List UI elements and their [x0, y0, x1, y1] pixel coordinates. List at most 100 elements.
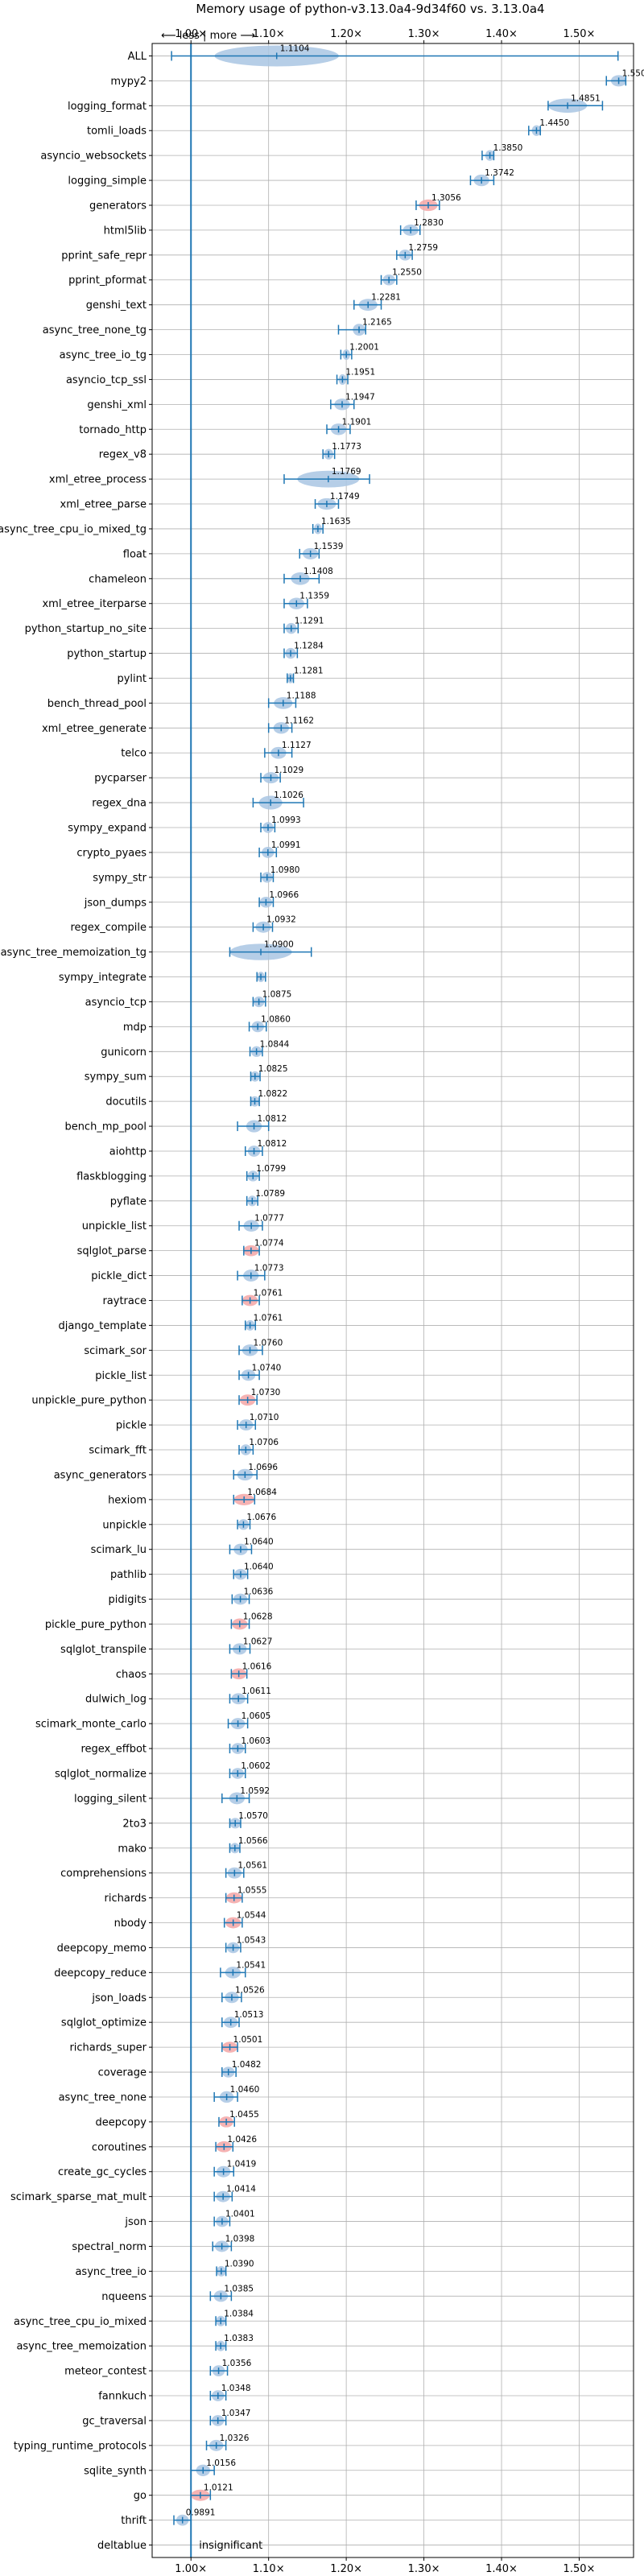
benchmark-label: chaos: [116, 1669, 147, 1681]
benchmark-label: asyncio_websockets: [40, 151, 147, 163]
value-label: 1.0991: [271, 840, 301, 850]
benchmark-label: asyncio_tcp: [85, 997, 147, 1009]
x-tick-label-bottom: 1.10×: [253, 2563, 285, 2575]
value-label: 1.0760: [254, 1338, 283, 1348]
value-label: 1.0611: [242, 1686, 271, 1696]
value-label: 1.1029: [274, 766, 303, 775]
benchmark-label: pickle_pure_python: [45, 1619, 147, 1631]
value-label: 1.1359: [299, 592, 329, 601]
benchmark-label: sqlglot_optimize: [61, 2017, 147, 2029]
value-label: 1.0398: [225, 2234, 255, 2244]
benchmark-label: python_startup_no_site: [25, 623, 147, 635]
benchmark-label: sqlglot_normalize: [55, 1768, 147, 1780]
benchmark-label: scimark_lu: [91, 1544, 147, 1556]
benchmark-label: create_gc_cycles: [58, 2166, 147, 2178]
value-label: 1.1635: [321, 517, 351, 526]
value-label: 1.0326: [220, 2434, 250, 2443]
value-label: 0.9891: [186, 2508, 216, 2518]
value-label: 1.0401: [225, 2210, 255, 2219]
benchmark-label: gunicorn: [101, 1046, 147, 1059]
value-label: 1.5509: [622, 68, 644, 78]
value-label: 1.0774: [254, 1239, 284, 1249]
value-label: 1.4851: [571, 93, 601, 103]
value-label: 1.0561: [237, 1861, 267, 1871]
benchmark-label: pprint_safe_repr: [61, 250, 147, 262]
benchmark-label: asyncio_tcp_ssl: [66, 374, 147, 386]
value-label: 1.0844: [260, 1039, 290, 1049]
value-label: 1.0761: [254, 1289, 283, 1298]
benchmark-label: regex_dna: [92, 798, 147, 810]
value-label: 1.1539: [314, 542, 344, 551]
benchmark-label: fannkuch: [98, 2391, 147, 2403]
direction-hint: ⟵ less | more ⟶: [161, 30, 255, 42]
value-label: 1.1291: [295, 617, 324, 626]
benchmark-label: sqlglot_parse: [77, 1245, 147, 1257]
benchmark-label: richards: [105, 1893, 147, 1905]
benchmark-label: regex_compile: [70, 922, 147, 934]
benchmark-label: pycparser: [94, 773, 147, 785]
grid-layer: [152, 43, 634, 2557]
benchmark-label: logging_silent: [74, 1793, 147, 1805]
benchmark-label: deltablue: [97, 2540, 147, 2552]
benchmark-label: bench_mp_pool: [64, 1121, 147, 1133]
value-label: 1.0761: [254, 1313, 283, 1323]
value-label: 1.0900: [264, 940, 294, 950]
value-label: 1.0513: [234, 2010, 264, 2020]
value-label: 1.0526: [235, 1985, 265, 1995]
value-label: 1.0460: [230, 2085, 260, 2095]
benchmark-label: gc_traversal: [82, 2415, 147, 2427]
benchmark-label: mako: [118, 1843, 147, 1855]
x-tick-label-bottom: 1.30×: [408, 2563, 440, 2575]
value-label: 1.0640: [244, 1563, 274, 1572]
benchmark-label: aiohttp: [109, 1146, 147, 1158]
benchmark-label: unpickle_list: [82, 1220, 147, 1232]
value-label: 1.2165: [362, 318, 392, 328]
x-tick-label-top: 1.10×: [253, 28, 285, 40]
value-label: 1.0773: [254, 1264, 284, 1274]
value-label: 1.0636: [244, 1587, 274, 1597]
benchmark-label: pickle_dict: [91, 1270, 147, 1282]
x-tick-label-top: 1.50×: [564, 28, 596, 40]
value-label: 1.0501: [233, 2035, 263, 2045]
value-label: 1.0616: [242, 1662, 272, 1671]
benchmark-label: json: [124, 2216, 147, 2228]
benchmark-label: nqueens: [101, 2291, 147, 2303]
marks-layer: 1.1104 1.5509 1.4851 1.4450 1.3850 1.3742 1.30…: [171, 43, 644, 2557]
benchmark-label: python_startup: [67, 648, 147, 660]
benchmark-label: mdp: [123, 1022, 147, 1034]
value-label: 1.0384: [224, 2309, 254, 2318]
benchmark-label: deepcopy_reduce: [54, 1967, 147, 1979]
benchmark-label: async_tree_cpu_io_mixed: [14, 2316, 147, 2328]
value-label: 1.0932: [266, 915, 296, 925]
benchmark-label: pidigits: [109, 1594, 147, 1606]
value-label: 1.0740: [252, 1363, 282, 1373]
chart-title: Memory usage of python-v3.13.0a4-9d34f60…: [196, 2, 544, 16]
benchmark-label: pyflate: [110, 1195, 147, 1208]
value-label: 1.0822: [258, 1089, 288, 1099]
value-label: 1.1026: [274, 791, 303, 800]
value-label: 1.2759: [408, 243, 438, 253]
value-label: 1.0347: [221, 2409, 251, 2418]
x-tick-label-top: 1.20×: [330, 28, 362, 40]
value-label: 1.3056: [431, 193, 461, 203]
value-label: 1.0482: [232, 2060, 262, 2070]
benchmark-label: json_loads: [91, 1992, 147, 2004]
benchmark-label: crypto_pyaes: [76, 847, 147, 859]
value-label: 1.0627: [243, 1637, 273, 1646]
value-label: 1.2830: [414, 218, 444, 228]
value-label: 1.0812: [258, 1139, 287, 1149]
x-tick-label-bottom: 1.20×: [330, 2563, 362, 2575]
insignificant-label: insignificant: [199, 2540, 262, 2552]
benchmark-label: 2to3: [122, 1818, 147, 1830]
value-label: 1.0570: [238, 1811, 268, 1821]
benchmark-label: xml_etree_generate: [42, 723, 147, 735]
benchmark-label: async_tree_io: [75, 2266, 147, 2278]
value-label: 1.0383: [224, 2334, 254, 2343]
value-label: 1.1769: [332, 467, 361, 477]
value-label: 1.0348: [221, 2384, 251, 2393]
value-label: 1.0603: [241, 1736, 270, 1746]
benchmark-label: telco: [121, 748, 147, 760]
benchmark-label: dulwich_log: [85, 1694, 147, 1706]
value-label: 1.0812: [258, 1114, 287, 1124]
value-label: 1.1284: [294, 642, 324, 651]
